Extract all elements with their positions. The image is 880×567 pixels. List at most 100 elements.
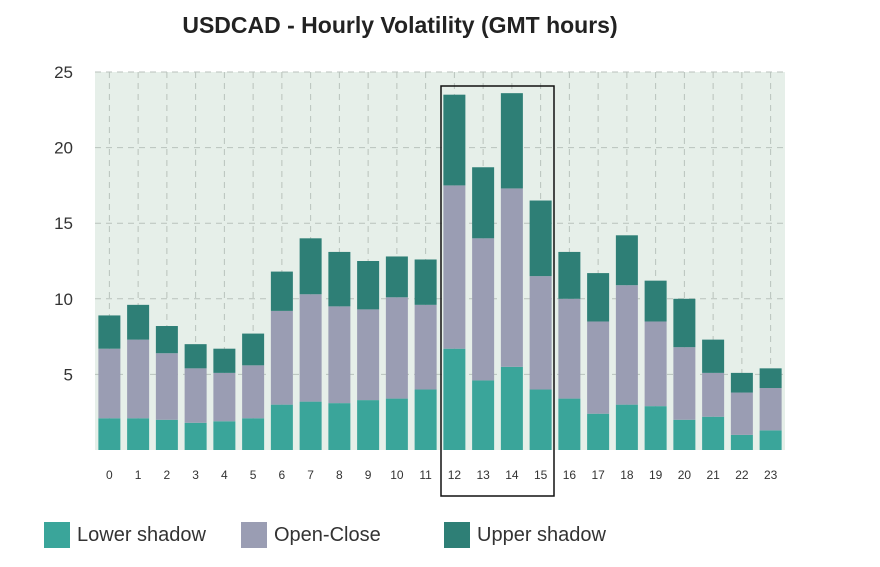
y-tick-label: 10 <box>54 290 73 309</box>
bar-open-close <box>328 306 351 404</box>
bar-lower-shadow <box>357 400 380 450</box>
bar-lower-shadow <box>299 401 322 450</box>
x-tick-label: 0 <box>106 468 113 482</box>
x-tick-label: 2 <box>164 468 171 482</box>
bar-lower-shadow <box>673 419 696 450</box>
bar-upper-shadow <box>730 372 753 393</box>
bar-open-close <box>472 238 495 381</box>
x-tick-label: 13 <box>476 468 490 482</box>
bar-upper-shadow <box>213 348 236 373</box>
x-tick-label: 20 <box>678 468 692 482</box>
y-tick-label: 15 <box>54 214 73 233</box>
legend-label-open-close: Open-Close <box>274 523 381 546</box>
x-tick-label: 1 <box>135 468 142 482</box>
bar-open-close <box>213 372 236 422</box>
bar-open-close <box>242 365 265 419</box>
bar-upper-shadow <box>644 280 667 322</box>
bar-open-close <box>414 304 437 390</box>
bar-open-close <box>615 285 638 405</box>
highlight-box <box>440 85 555 497</box>
x-tick-label: 23 <box>764 468 778 482</box>
bar-lower-shadow <box>270 404 293 450</box>
bar-open-close <box>529 276 552 390</box>
bar-lower-shadow <box>558 398 581 450</box>
bar-lower-shadow <box>98 418 121 450</box>
x-tick-label: 14 <box>505 468 519 482</box>
legend-swatch-lower-shadow <box>44 522 70 548</box>
chart-title: USDCAD - Hourly Volatility (GMT hours) <box>182 12 618 38</box>
bar-upper-shadow <box>529 200 552 277</box>
bar-upper-shadow <box>184 344 207 369</box>
bar-lower-shadow <box>587 413 610 450</box>
bar-open-close <box>270 310 293 405</box>
bar-upper-shadow <box>270 271 293 311</box>
bar-upper-shadow <box>587 273 610 322</box>
x-tick-label: 17 <box>591 468 605 482</box>
legend-item-upper-shadow: Upper shadow <box>444 517 606 553</box>
x-tick-label: 6 <box>279 468 286 482</box>
bar-upper-shadow <box>155 326 178 354</box>
bar-lower-shadow <box>385 398 408 450</box>
legend-label-lower-shadow: Lower shadow <box>77 523 206 546</box>
x-tick-label: 11 <box>419 468 432 482</box>
x-tick-label: 22 <box>735 468 749 482</box>
x-tick-label: 16 <box>563 468 577 482</box>
x-tick-label: 12 <box>448 468 462 482</box>
x-tick-label: 5 <box>250 468 257 482</box>
bar-upper-shadow <box>242 333 265 366</box>
bar-open-close <box>155 353 178 420</box>
bar-open-close <box>500 188 523 367</box>
bar-upper-shadow <box>299 238 322 295</box>
bar-upper-shadow <box>702 339 725 373</box>
legend-swatch-open-close <box>241 522 267 548</box>
x-tick-label: 7 <box>307 468 314 482</box>
bar-upper-shadow <box>414 259 437 305</box>
bar-lower-shadow <box>702 416 725 450</box>
x-tick-label: 3 <box>192 468 199 482</box>
bar-lower-shadow <box>472 380 495 450</box>
bar-lower-shadow <box>443 348 466 450</box>
bar-upper-shadow <box>673 298 696 348</box>
bar-upper-shadow <box>759 368 782 389</box>
bar-upper-shadow <box>500 93 523 189</box>
x-tick-label: 4 <box>221 468 228 482</box>
bar-open-close <box>385 297 408 399</box>
bar-upper-shadow <box>328 251 351 307</box>
bar-open-close <box>558 298 581 399</box>
bar-lower-shadow <box>127 418 150 450</box>
bar-open-close <box>184 368 207 423</box>
plot-background <box>95 72 785 450</box>
legend-item-lower-shadow: Lower shadow <box>44 517 206 553</box>
bar-open-close <box>98 348 121 419</box>
bar-lower-shadow <box>328 403 351 450</box>
y-tick-label: 5 <box>64 365 73 384</box>
x-tick-label: 8 <box>336 468 343 482</box>
bar-lower-shadow <box>184 422 207 450</box>
bar-open-close <box>644 321 667 407</box>
x-tick-label: 19 <box>649 468 663 482</box>
bar-lower-shadow <box>529 389 552 450</box>
bar-open-close <box>299 294 322 402</box>
x-tick-label: 21 <box>706 468 720 482</box>
bar-lower-shadow <box>155 419 178 450</box>
bar-upper-shadow <box>443 94 466 186</box>
legend-swatch-upper-shadow <box>444 522 470 548</box>
bar-open-close <box>127 339 150 419</box>
bar-lower-shadow <box>500 366 523 450</box>
bar-lower-shadow <box>242 418 265 450</box>
bar-open-close <box>587 321 610 414</box>
bar-lower-shadow <box>730 434 753 450</box>
y-tick-label: 25 <box>54 63 73 82</box>
bar-lower-shadow <box>615 404 638 450</box>
bar-open-close <box>357 309 380 401</box>
bar-upper-shadow <box>385 256 408 298</box>
legend-label-upper-shadow: Upper shadow <box>477 523 606 546</box>
bar-upper-shadow <box>615 235 638 286</box>
x-tick-label: 9 <box>365 468 372 482</box>
bar-lower-shadow <box>213 421 236 450</box>
bar-open-close <box>759 388 782 431</box>
x-tick-label: 10 <box>390 468 404 482</box>
bar-upper-shadow <box>127 304 150 340</box>
